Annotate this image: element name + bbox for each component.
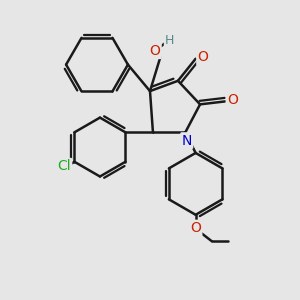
Text: O: O (150, 44, 160, 58)
Text: N: N (182, 134, 192, 148)
Text: O: O (227, 93, 238, 107)
Text: Cl: Cl (57, 159, 71, 173)
Text: O: O (190, 221, 201, 235)
Text: H: H (165, 34, 174, 47)
Text: O: O (198, 50, 208, 64)
